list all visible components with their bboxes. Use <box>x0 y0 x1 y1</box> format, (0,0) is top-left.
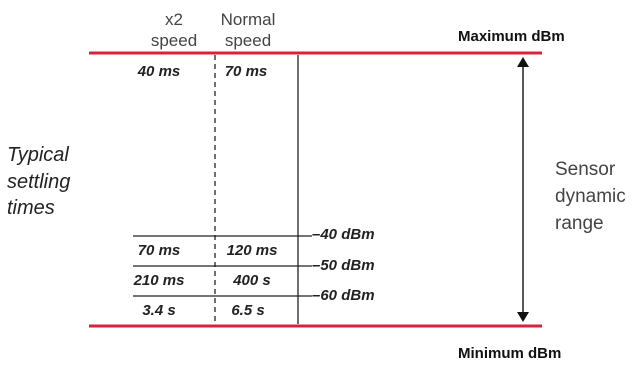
row1-value-normal: 120 ms <box>227 242 278 259</box>
header-normal-line1: Normal <box>221 10 276 29</box>
row1-value-x2: 70 ms <box>138 242 181 259</box>
right-caption-line1: Sensor <box>555 159 616 180</box>
left-caption-line3: times <box>7 197 55 219</box>
header-normal-line2: speed <box>225 31 271 50</box>
maximum-dbm-label: Maximum dBm <box>458 28 565 45</box>
right-caption-line3: range <box>555 213 604 234</box>
row2-value-x2: 210 ms <box>133 272 185 289</box>
level-label-50: –50 dBm <box>312 257 375 274</box>
top-value-normal: 70 ms <box>225 63 268 80</box>
left-caption-line2: settling <box>7 171 70 193</box>
minimum-dbm-label: Minimum dBm <box>458 345 561 362</box>
row3-value-normal: 6.5 s <box>231 302 264 319</box>
right-caption-line2: dynamic <box>555 186 626 207</box>
header-x2-line1: x2 <box>165 10 183 29</box>
left-caption-line1: Typical <box>7 144 69 166</box>
row3-value-x2: 3.4 s <box>142 302 175 319</box>
level-label-40: –40 dBm <box>312 226 375 243</box>
row2-value-normal: 400 s <box>232 272 271 289</box>
header-x2-line2: speed <box>151 31 197 50</box>
top-value-x2: 40 ms <box>137 63 181 80</box>
level-label-60: –60 dBm <box>312 287 375 304</box>
